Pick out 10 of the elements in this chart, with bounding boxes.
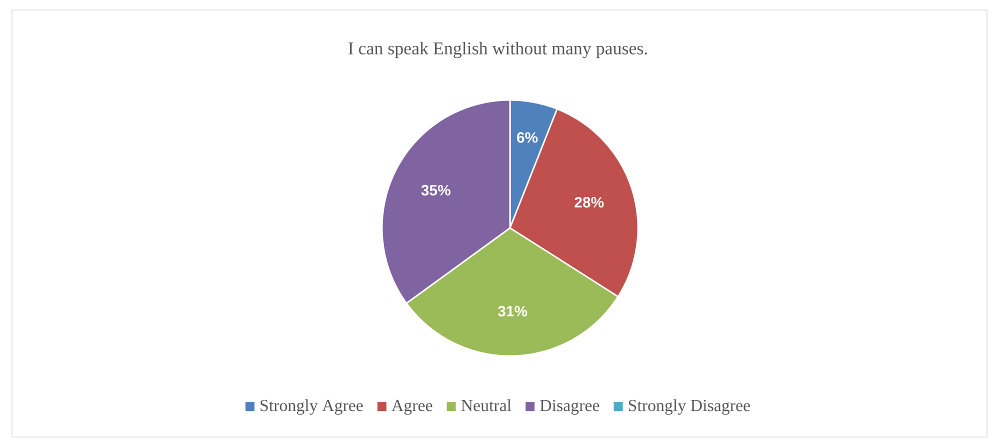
legend-label: Neutral	[461, 399, 512, 412]
legend-label: Agree	[392, 400, 432, 415]
data-label: 31%	[498, 306, 528, 316]
data-label: 6%	[517, 132, 538, 143]
legend-label: Strongly Agree	[260, 399, 363, 415]
legend-label: Disagree	[540, 400, 600, 415]
legend-label: Strongly Disagree	[628, 399, 750, 415]
data-label: 28%	[574, 196, 604, 208]
chart-title: I can speak English without many pauses.	[348, 42, 647, 58]
data-label: 35%	[421, 184, 450, 196]
